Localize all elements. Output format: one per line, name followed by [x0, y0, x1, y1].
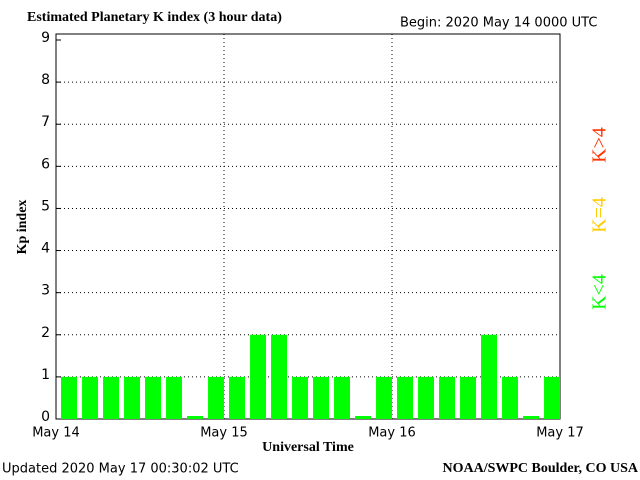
bar: [166, 376, 182, 419]
bar: [61, 376, 77, 419]
y-axis-label: Kp index: [15, 200, 30, 255]
y-tick-label: 5: [41, 198, 50, 214]
bar: [355, 416, 371, 419]
bar: [271, 334, 287, 419]
y-tick-label: 9: [41, 30, 50, 46]
x-tick-label: May 16: [368, 426, 416, 441]
bar: [376, 376, 392, 419]
bar: [229, 376, 245, 419]
legend-entry: K=4: [589, 197, 611, 233]
bar: [187, 416, 203, 419]
bar: [439, 376, 455, 419]
bar: [502, 376, 518, 419]
updated-time: Updated 2020 May 17 00:30:02 UTC: [2, 462, 239, 477]
bar: [145, 376, 161, 419]
bar: [82, 376, 98, 419]
y-tick-label: 3: [41, 283, 50, 299]
y-tick-label: 1: [41, 367, 50, 383]
bar: [397, 376, 413, 419]
y-tick-label: 6: [41, 156, 50, 172]
bar: [481, 334, 497, 419]
bar: [418, 376, 434, 419]
bar: [292, 376, 308, 419]
legend-entry: K>4: [589, 127, 611, 163]
bar: [313, 376, 329, 419]
begin-time: Begin: 2020 May 14 0000 UTC: [400, 16, 597, 31]
y-tick-label: 4: [41, 241, 50, 257]
chart-title: Estimated Planetary K index (3 hour data…: [27, 10, 282, 25]
y-tick-label: 7: [41, 114, 50, 130]
bar: [124, 376, 140, 419]
bar: [103, 376, 119, 419]
x-tick-label: May 15: [200, 426, 248, 441]
y-tick-label: 8: [41, 72, 50, 88]
source: NOAA/SWPC Boulder, CO USA: [442, 461, 638, 476]
bar: [250, 334, 266, 419]
bar: [460, 376, 476, 419]
bar: [544, 376, 560, 419]
y-tick-label: 0: [41, 409, 50, 425]
y-tick-label: 2: [41, 325, 50, 341]
x-tick-label: May 14: [32, 426, 80, 441]
bar: [334, 376, 350, 419]
x-tick-label: May 17: [536, 426, 584, 441]
x-axis-label: Universal Time: [262, 440, 354, 455]
legend-entry: K<4: [589, 274, 611, 310]
bar: [208, 376, 224, 419]
bar: [523, 416, 539, 419]
